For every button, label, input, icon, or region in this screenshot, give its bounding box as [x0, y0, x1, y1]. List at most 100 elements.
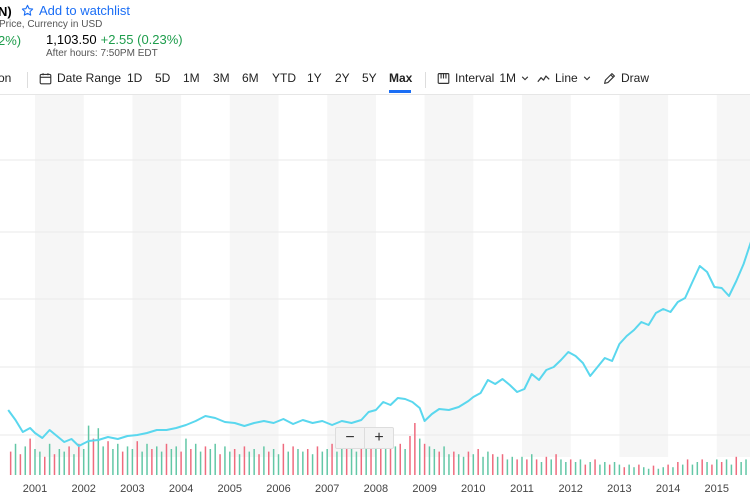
volume-bar [638, 464, 640, 475]
volume-bar [375, 446, 377, 475]
volume-bar [121, 451, 124, 475]
pencil-icon [604, 72, 615, 84]
volume-bar [199, 451, 202, 475]
x-tick-label: 2001 [23, 483, 47, 495]
year-band [229, 95, 279, 457]
volume-bar [735, 456, 738, 475]
volume-bar [745, 459, 747, 475]
volume-bar [170, 449, 173, 475]
volume-bar [384, 449, 387, 475]
volume-bar [720, 462, 723, 475]
range-1y-button[interactable]: 1Y [307, 71, 322, 85]
range-6m-button[interactable]: 6M [242, 71, 259, 85]
price-chart[interactable]: 2001 2002 2003 2004 2005 2006 2007 2008 2009 2010… [0, 95, 750, 500]
volume-bar [433, 449, 436, 475]
volume-bar [681, 464, 684, 475]
volume-bar [423, 443, 426, 475]
zoom-controls: − + [335, 427, 394, 449]
volume-bar [258, 454, 260, 475]
volume-bar [214, 443, 216, 475]
volume-bar [233, 449, 236, 475]
volume-bar [652, 465, 655, 475]
draw-button[interactable]: Draw [603, 71, 649, 85]
volume-bar [326, 449, 328, 475]
zoom-out-button[interactable]: − [345, 429, 355, 446]
line-chart-icon [537, 74, 550, 82]
volume-bar [428, 446, 431, 475]
volume-bar [229, 451, 231, 475]
volume-bar [608, 464, 611, 475]
volume-bar [316, 446, 319, 475]
interval-dropdown[interactable]: Interval 1M [437, 71, 529, 85]
volume-bar [126, 446, 129, 475]
volume-bar [141, 451, 143, 475]
volume-bar [535, 459, 538, 475]
volume-bar [462, 456, 465, 475]
zoom-in-button[interactable]: + [364, 428, 393, 448]
range-max-button[interactable]: Max [389, 71, 413, 85]
range-2y-button[interactable]: 2Y [335, 71, 350, 85]
volume-bar [501, 454, 504, 475]
quote-header: N) Add to watchlist Price, Currency in U… [0, 0, 750, 64]
volume-bar [180, 451, 182, 475]
volume-bar [662, 467, 664, 475]
price-currency-note: Price, Currency in USD [0, 19, 103, 30]
volume-bar [194, 443, 197, 475]
range-3m-button[interactable]: 3M [213, 71, 230, 85]
volume-bar [136, 441, 139, 475]
volume-bar [599, 464, 601, 475]
volume-bar [14, 443, 17, 475]
volume-bar [667, 464, 669, 475]
volume-bar [604, 462, 606, 475]
volume-bar [253, 449, 255, 475]
volume-bar [160, 451, 163, 475]
volume-bar [579, 459, 582, 475]
volume-bar [112, 449, 114, 475]
range-1m-button[interactable]: 1M [183, 71, 200, 85]
volume-bar [34, 449, 36, 475]
range-5d-button[interactable]: 5D [155, 71, 171, 85]
volume-bar [73, 454, 75, 475]
add-to-watchlist-button[interactable]: Add to watchlist [21, 3, 130, 18]
volume-bar [492, 454, 494, 475]
year-band [132, 95, 182, 457]
volume-bar [414, 423, 416, 475]
volume-bar [594, 459, 596, 475]
draw-label: Draw [621, 71, 650, 85]
volume-bar [686, 459, 689, 475]
volume-bar [24, 446, 27, 475]
interval-value: 1M [499, 71, 517, 85]
volume-bar [19, 454, 22, 475]
volume-bar [29, 438, 31, 475]
volume-bar [409, 436, 411, 475]
volume-bar [190, 449, 192, 475]
volume-bar [68, 446, 70, 475]
volume-bar [92, 438, 95, 475]
year-band [716, 95, 750, 457]
volume-bar [477, 449, 479, 475]
range-5y-button[interactable]: 5Y [362, 71, 377, 85]
date-range-button[interactable]: Date Range [39, 71, 121, 85]
year-band [327, 95, 376, 457]
active-range-indicator [389, 90, 411, 93]
comparison-button[interactable]: on [0, 71, 12, 85]
volume-bar [370, 441, 372, 475]
volume-bar [131, 449, 134, 475]
volume-bar [506, 459, 509, 475]
volume-bar [521, 456, 523, 475]
volume-bar [526, 459, 528, 475]
volume-bar [263, 446, 265, 475]
chart-type-dropdown[interactable]: Line [537, 71, 591, 85]
volume-bar [238, 454, 241, 475]
volume-bar [107, 441, 109, 475]
x-tick-label: 2011 [510, 483, 534, 495]
range-ytd-button[interactable]: YTD [272, 71, 296, 85]
after-hours-label: After hours: 7:50PM EDT [46, 48, 158, 59]
ticker-name: N) [0, 4, 12, 19]
volume-bar [628, 464, 630, 475]
volume-bar [117, 443, 119, 475]
volume-bar [311, 454, 314, 475]
volume-bar [472, 454, 475, 475]
range-1d-button[interactable]: 1D [127, 71, 143, 85]
volume-bar [297, 449, 299, 475]
